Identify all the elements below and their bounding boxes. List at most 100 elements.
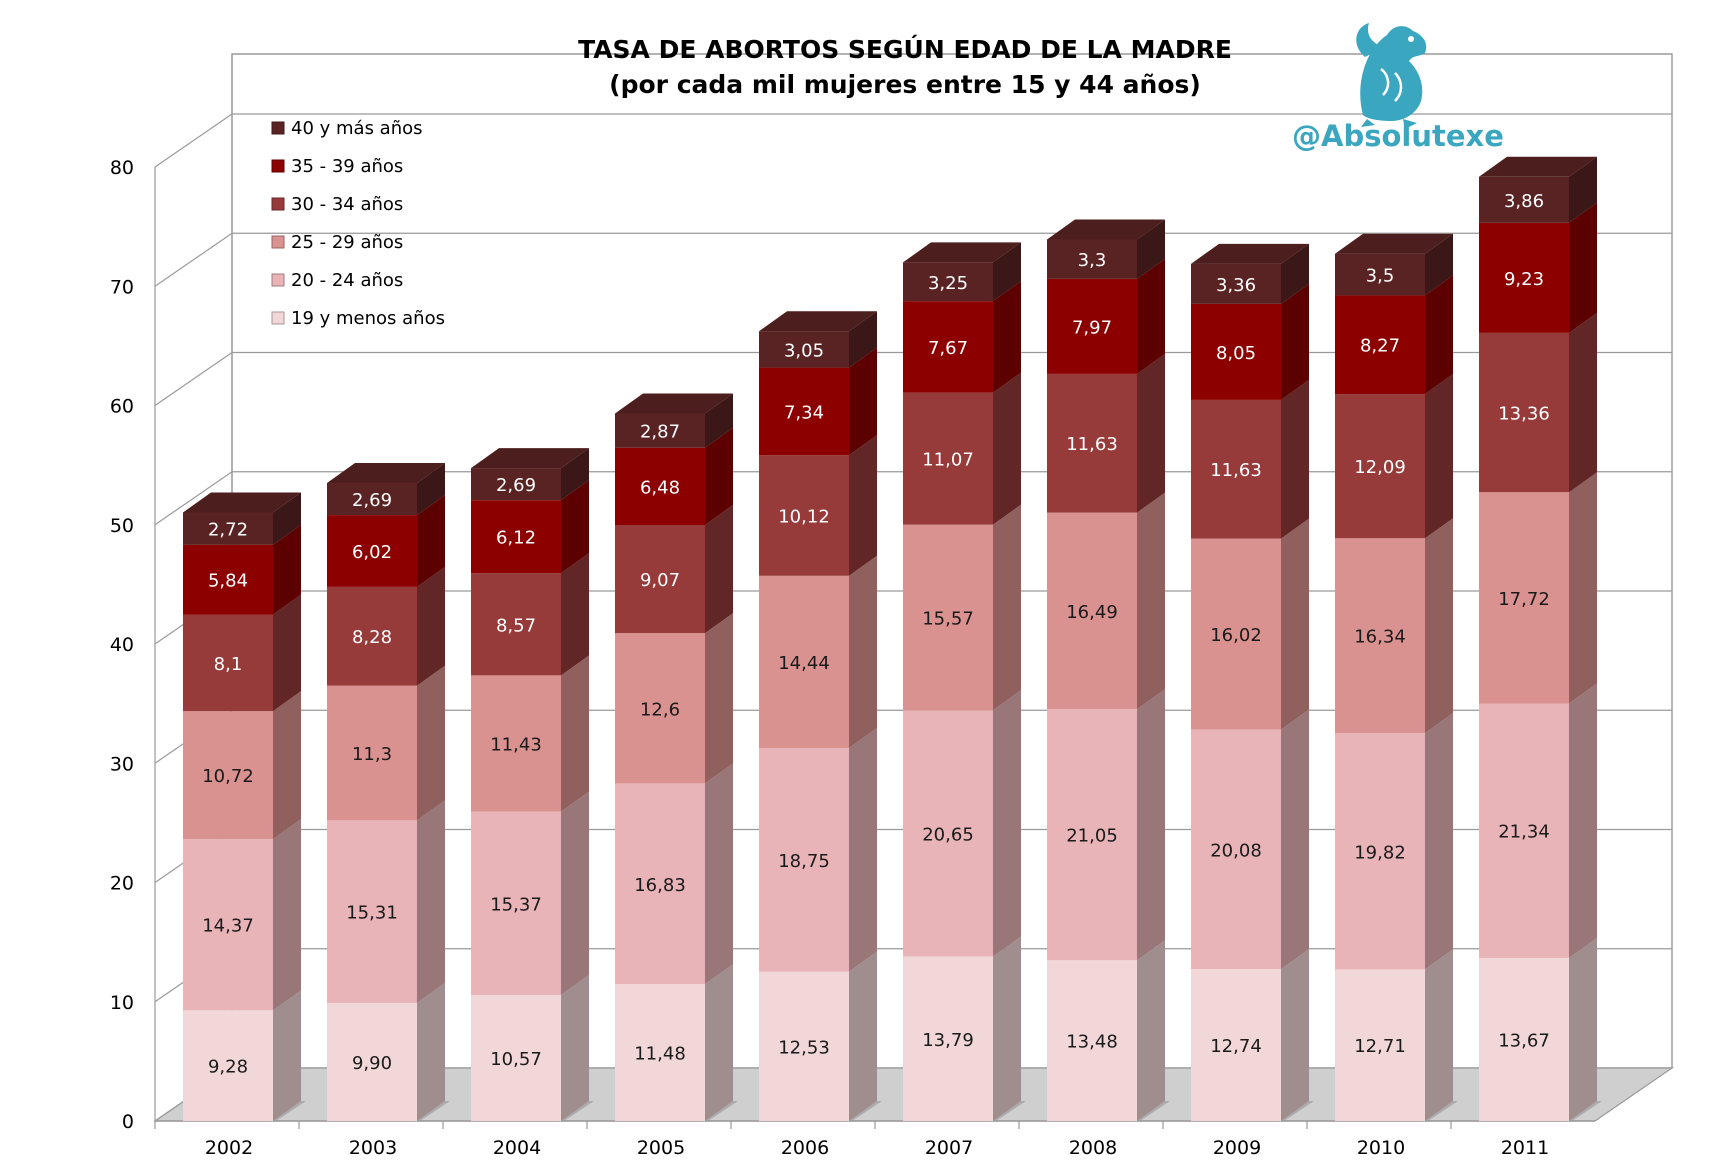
data-label: 6,12 — [496, 528, 536, 549]
bar-segment-side — [705, 393, 733, 448]
bar-segment-front — [759, 455, 849, 576]
bar-segment-top — [903, 242, 1021, 263]
bar-segment-top — [759, 311, 877, 332]
bar-segment-side — [1281, 243, 1309, 304]
legend-swatch — [271, 235, 285, 249]
data-label: 9,90 — [352, 1053, 392, 1074]
bar-segment-side — [1569, 202, 1597, 333]
bar-segment-front — [1335, 295, 1425, 395]
y-tick-label: 20 — [110, 873, 134, 895]
data-label: 6,02 — [352, 542, 392, 563]
bar-segment-front — [759, 747, 849, 972]
x-tick-label: 2003 — [349, 1137, 397, 1159]
data-label: 3,25 — [928, 273, 968, 294]
x-tick-label: 2002 — [205, 1137, 253, 1159]
side-gridline — [154, 471, 233, 526]
data-label: 11,07 — [922, 450, 974, 471]
data-label: 3,86 — [1504, 191, 1544, 212]
bar-segment-front — [615, 783, 705, 985]
data-label: 2,87 — [640, 422, 680, 443]
legend-swatch — [271, 121, 285, 135]
bar-segment-top — [615, 393, 733, 414]
bar-segment-front — [183, 838, 273, 1011]
bar-segment-front — [1479, 957, 1569, 1121]
bar-segment-side — [849, 951, 877, 1121]
data-label: 16,49 — [1066, 602, 1118, 623]
bar-segment-front — [759, 971, 849, 1121]
bar-segment-front — [1479, 703, 1569, 958]
chart-bars — [183, 156, 1602, 1121]
x-tick-label: 2007 — [925, 1137, 973, 1159]
bar-segment-top — [471, 448, 589, 469]
griffin-logo-icon — [1356, 23, 1427, 129]
data-label: 10,12 — [778, 506, 830, 527]
bar-segment-front — [471, 500, 561, 574]
brand-handle: @Absolutexe — [1292, 119, 1504, 153]
data-label: 20,65 — [922, 824, 974, 845]
legend-item: 19 y menos años — [291, 308, 445, 329]
bar-segment-side — [273, 691, 301, 839]
bar-segment-side — [849, 347, 877, 456]
bar-segment-front — [327, 1002, 417, 1121]
bar-segment-side — [273, 492, 301, 545]
legend-item: 40 y más años — [291, 118, 423, 139]
chart-subtitle: (por cada mil mujeres entre 15 y 44 años… — [609, 70, 1201, 99]
bar-segment-front — [327, 586, 417, 686]
bar-segment-side — [1137, 492, 1165, 710]
bar-segment-side — [993, 281, 1021, 393]
bar-segment-side — [993, 690, 1021, 957]
bar-segment-top — [1047, 219, 1165, 240]
chart-text: TASA DE ABORTOS SEGÚN EDAD DE LA MADRE (… — [110, 34, 1550, 1159]
bar-segment-front — [1191, 303, 1281, 400]
legend-swatch — [271, 273, 285, 287]
bar-segment-top — [327, 463, 445, 484]
data-label: 20,08 — [1210, 840, 1262, 861]
bar-segment-side — [993, 372, 1021, 525]
bar-segment-front — [903, 301, 993, 393]
data-label: 10,72 — [202, 766, 254, 787]
data-label: 12,53 — [778, 1037, 830, 1058]
x-tick-label: 2011 — [1501, 1137, 1549, 1159]
y-tick-label: 80 — [110, 157, 134, 179]
data-label: 21,05 — [1066, 826, 1118, 847]
bar-segment-side — [1137, 940, 1165, 1121]
x-tick-label: 2009 — [1213, 1137, 1261, 1159]
bar-segment-side — [417, 566, 445, 686]
bar-segment-side — [417, 800, 445, 1003]
bar-segment-side — [417, 665, 445, 821]
bar-segment-front — [183, 512, 273, 545]
side-gridline — [154, 232, 233, 287]
bar-segment-side — [273, 524, 301, 615]
bar-segment-front — [1335, 538, 1425, 734]
legend-swatch — [271, 159, 285, 173]
data-label: 9,23 — [1504, 269, 1544, 290]
bar-segment-front — [327, 515, 417, 587]
data-label: 8,57 — [496, 615, 536, 636]
bar-segment-top — [183, 492, 301, 513]
data-label: 2,69 — [352, 490, 392, 511]
data-label: 15,57 — [922, 608, 974, 629]
legend-item: 20 - 24 años — [291, 270, 403, 291]
side-gridline — [154, 113, 233, 168]
bar-segment-front — [471, 573, 561, 676]
bar-segment-front — [1479, 332, 1569, 493]
legend-item: 35 - 39 años — [291, 156, 403, 177]
data-label: 12,71 — [1354, 1036, 1406, 1057]
bar-segment-side — [705, 504, 733, 634]
bar-segment-side — [705, 763, 733, 985]
data-label: 19,82 — [1354, 842, 1406, 863]
bar-segment-side — [1425, 233, 1453, 296]
bar-segment-front — [471, 468, 561, 501]
bar-segment-front — [1335, 733, 1425, 970]
bar-segment-front — [1047, 278, 1137, 374]
bar-segment-side — [1569, 683, 1597, 958]
bar-segment-side — [561, 655, 589, 812]
bar-segment-side — [1137, 219, 1165, 279]
bar-segment-side — [1137, 258, 1165, 374]
bar-segment-side — [273, 594, 301, 712]
data-label: 7,34 — [784, 402, 824, 423]
bar-segment-side — [849, 435, 877, 576]
data-label: 8,28 — [352, 627, 392, 648]
bar-segment-front — [183, 614, 273, 712]
